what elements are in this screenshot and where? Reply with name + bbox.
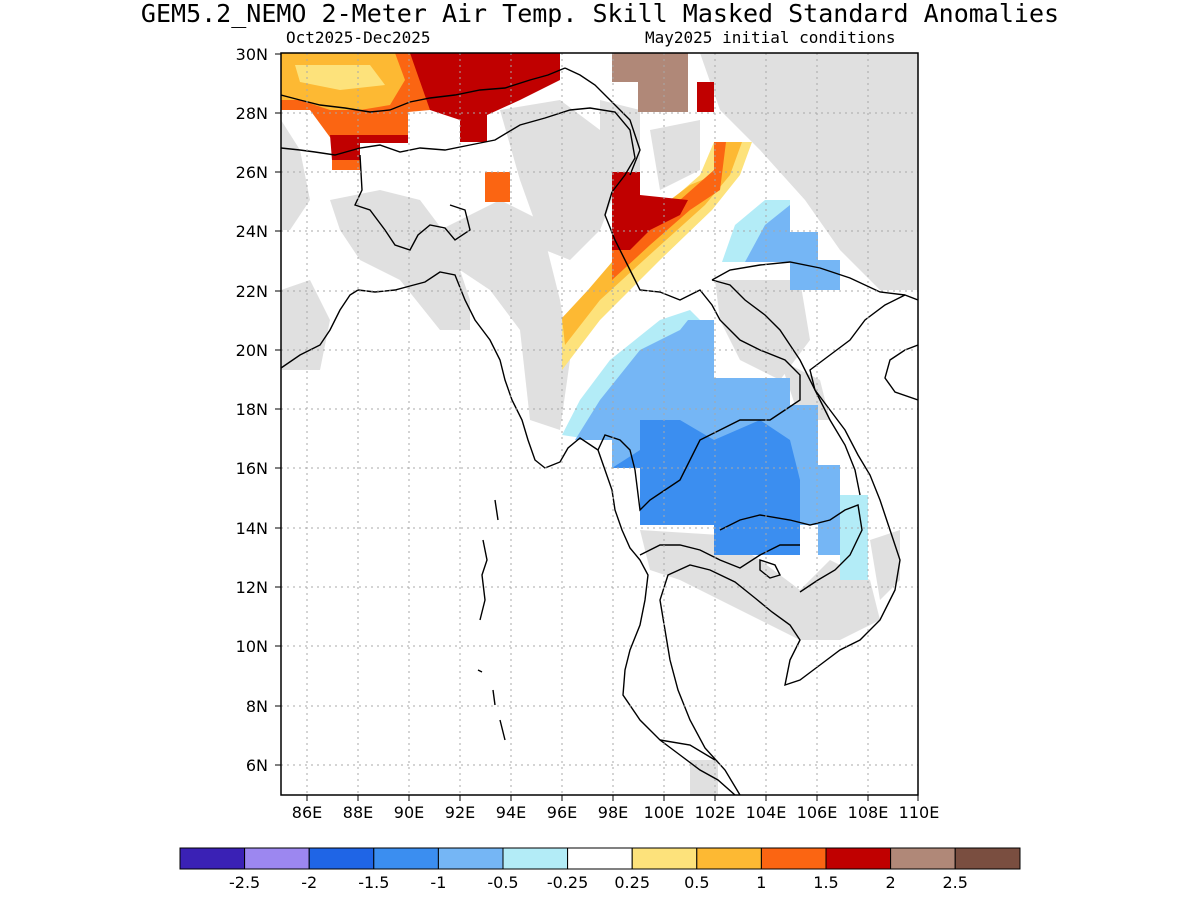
forecast-period: Oct2025-Dec2025	[286, 28, 431, 47]
colorbar-swatch	[696, 847, 762, 870]
initial-conditions: May2025 initial conditions	[645, 28, 896, 47]
lat-label: 14N	[236, 519, 268, 538]
colorbar-label: 1.5	[813, 873, 838, 892]
lon-label: 88E	[343, 803, 373, 822]
colorbar-swatch	[631, 847, 698, 870]
laos-vietnam-border	[711, 279, 861, 496]
colorbar-label: -1	[430, 873, 446, 892]
lon-label: 94E	[496, 803, 526, 822]
gulf-of-thailand-coast	[659, 294, 918, 795]
lat-label: 20N	[236, 341, 268, 360]
latitude-labels: 30N 28N 26N 24N 22N 20N 18N 16N 14N 12N …	[236, 45, 268, 775]
bhutan-india-border	[281, 107, 636, 193]
colorbar-swatch	[179, 847, 246, 870]
lon-label: 86E	[292, 803, 322, 822]
lat-label: 12N	[236, 578, 268, 597]
colorbar-swatch	[437, 847, 504, 870]
colorbar-swatch	[825, 847, 892, 870]
cambodia-border	[719, 504, 863, 593]
lat-label: 24N	[236, 222, 268, 241]
china-border	[564, 67, 641, 176]
malay-border	[659, 739, 716, 761]
colorbar-label: 2	[886, 873, 896, 892]
andaman-islands	[477, 499, 506, 741]
colorbar-label: -2.5	[229, 873, 260, 892]
axis-ticks	[275, 53, 919, 801]
lat-label: 28N	[236, 104, 268, 123]
lon-label: 90E	[394, 803, 424, 822]
colorbar-swatch	[760, 847, 827, 870]
map-frame	[280, 52, 919, 796]
himalaya-border	[281, 67, 566, 113]
colorbar-swatch	[890, 847, 956, 870]
cool-anomalies	[562, 200, 868, 580]
longitude-labels: 86E 88E 90E 92E 94E 96E 98E 100E 102E 10…	[292, 803, 940, 822]
colorbar-label: 0.5	[684, 873, 709, 892]
lake	[759, 559, 781, 579]
colorbar-swatch	[954, 847, 1021, 870]
bangladesh-border	[354, 154, 471, 251]
lon-label: 108E	[848, 803, 889, 822]
colorbar-swatch	[502, 847, 569, 870]
lon-label: 98E	[598, 803, 628, 822]
colorbar-label: 2.5	[942, 873, 967, 892]
lon-label: 110E	[899, 803, 940, 822]
india-coastline	[281, 289, 359, 369]
lon-label: 104E	[746, 803, 787, 822]
map-fields	[281, 53, 918, 795]
plot-title: GEM5.2_NEMO 2-Meter Air Temp. Skill Mask…	[140, 0, 1060, 28]
lat-label: 10N	[236, 637, 268, 656]
colorbar	[179, 847, 1021, 870]
colorbar-label: -2	[301, 873, 317, 892]
lat-label: 22N	[236, 282, 268, 301]
colorbar-label: 0.25	[614, 873, 650, 892]
coast-north-vietnam	[884, 344, 918, 401]
lat-label: 6N	[246, 756, 268, 775]
lon-label: 96E	[547, 803, 577, 822]
coastlines-and-borders	[281, 67, 918, 795]
graticule	[281, 53, 918, 795]
lat-label: 26N	[236, 163, 268, 182]
lon-label: 100E	[644, 803, 685, 822]
lat-label: 16N	[236, 459, 268, 478]
lat-label: 8N	[246, 697, 268, 716]
colorbar-swatch	[567, 847, 633, 870]
colorbar-label: -0.25	[547, 873, 588, 892]
thailand-interior-border	[639, 544, 800, 569]
lon-label: 106E	[797, 803, 838, 822]
colorbar-swatch	[373, 847, 439, 870]
lon-label: 92E	[445, 803, 475, 822]
colorbar-labels: -2.5 -2 -1.5 -1 -0.5 -0.25 0.25 0.5 1 1.…	[229, 873, 968, 892]
myanmar-east-border	[597, 191, 801, 512]
colorbar-swatch	[244, 847, 310, 870]
colorbar-label: 1	[756, 873, 766, 892]
colorbar-swatch	[308, 847, 375, 870]
colorbar-label: -0.5	[487, 873, 518, 892]
lon-label: 102E	[695, 803, 736, 822]
vietnam-north-border	[711, 261, 906, 296]
warm-anomalies	[281, 53, 752, 370]
colorbar-label: -1.5	[358, 873, 389, 892]
lat-label: 30N	[236, 45, 268, 64]
lat-label: 18N	[236, 400, 268, 419]
bangladesh-coast	[357, 271, 736, 795]
